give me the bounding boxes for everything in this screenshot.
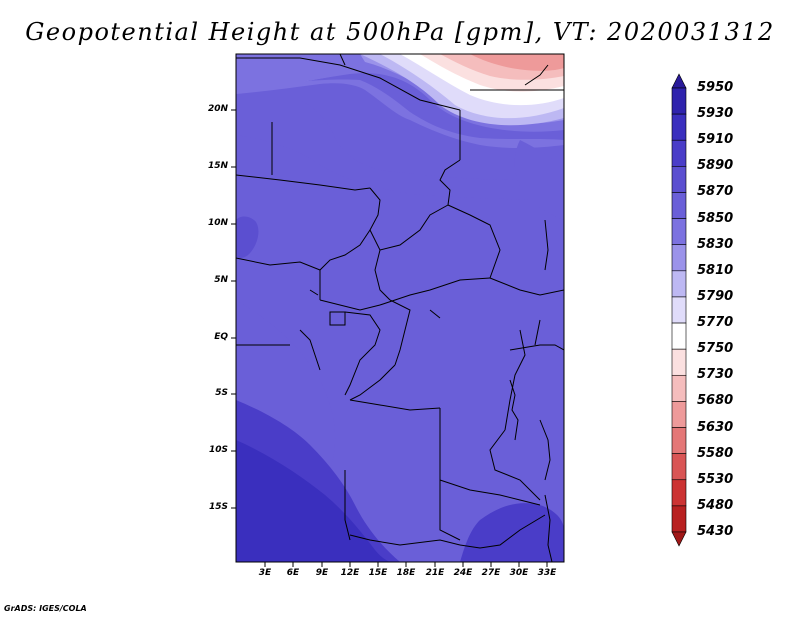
colorbar-label: 5830: [697, 236, 734, 252]
colorbar-label: 5870: [697, 184, 734, 200]
lat-label-10s: 10S: [208, 445, 228, 455]
lat-label-eq: EQ: [214, 332, 228, 342]
colorbar: [671, 73, 687, 547]
colorbar-bottom-arrow: [671, 531, 687, 547]
colorbar-swatch: [671, 270, 687, 298]
colorbar-top-arrow: [671, 73, 687, 89]
colorbar-swatch: [671, 401, 687, 428]
colorbar-label: 5790: [697, 288, 734, 304]
colorbar-label: 5770: [697, 315, 734, 331]
lon-label-15e: 15E: [368, 568, 388, 578]
lon-label-12e: 12E: [340, 568, 360, 578]
lat-ticks: [231, 109, 236, 509]
colorbar-label: 5430: [697, 524, 734, 539]
colorbar-label: 5910: [697, 132, 734, 148]
colorbar-label: 5950: [697, 80, 734, 95]
colorbar-swatch: [671, 218, 687, 246]
colorbar-label: 5750: [697, 341, 734, 357]
colorbar-swatch: [671, 348, 687, 376]
lat-label-15s: 15S: [208, 502, 228, 512]
colorbar-label: 5530: [697, 471, 734, 487]
colorbar-label: 5480: [697, 497, 734, 513]
colorbar-swatch: [671, 87, 687, 115]
colorbar-label: 5730: [697, 367, 734, 383]
lon-label-24e: 24E: [453, 568, 473, 578]
colorbar-label: 5630: [697, 419, 734, 435]
country-borders: [236, 54, 564, 562]
lat-label-10n: 10N: [207, 218, 228, 228]
colorbar-label: 5810: [697, 262, 734, 278]
colorbar-swatch: [671, 374, 687, 402]
lon-ticks: [264, 562, 548, 567]
colorbar-swatch: [671, 296, 687, 324]
colorbar-label: 5850: [697, 210, 734, 226]
colorbar-swatch: [671, 113, 687, 141]
lon-label-30e: 30E: [509, 568, 529, 578]
map-title: Geopotential Height at 500hPa [gpm], VT:…: [25, 18, 775, 46]
lon-label-21e: 21E: [425, 568, 445, 578]
colorbar-swatch: [671, 192, 687, 219]
colorbar-swatch: [671, 453, 687, 481]
colorbar-swatch: [671, 479, 687, 507]
grads-credit: GrADS: IGES/COLA: [4, 604, 87, 613]
lat-label-20n: 20N: [207, 104, 228, 114]
colorbar-swatch: [671, 427, 687, 454]
lon-label-6e: 6E: [286, 568, 300, 578]
colorbar-swatch: [671, 139, 687, 167]
colorbar-label: 5890: [697, 158, 734, 174]
lon-label-33e: 33E: [537, 568, 557, 578]
height-field: [236, 54, 564, 562]
colorbar-swatch: [671, 322, 687, 350]
map-frame: [235, 53, 565, 563]
lat-label-5n: 5N: [214, 275, 228, 285]
lon-label-3e: 3E: [258, 568, 272, 578]
colorbar-swatch: [671, 505, 687, 533]
colorbar-swatch: [671, 244, 687, 272]
colorbar-label: 5930: [697, 106, 734, 122]
lat-label-15n: 15N: [207, 161, 228, 171]
lat-label-5s: 5S: [215, 388, 228, 398]
lon-label-27e: 27E: [481, 568, 501, 578]
colorbar-label: 5580: [697, 445, 734, 461]
lon-label-18e: 18E: [396, 568, 416, 578]
colorbar-label: 5680: [697, 393, 734, 409]
lon-label-9e: 9E: [315, 568, 329, 578]
colorbar-swatch: [671, 166, 687, 193]
